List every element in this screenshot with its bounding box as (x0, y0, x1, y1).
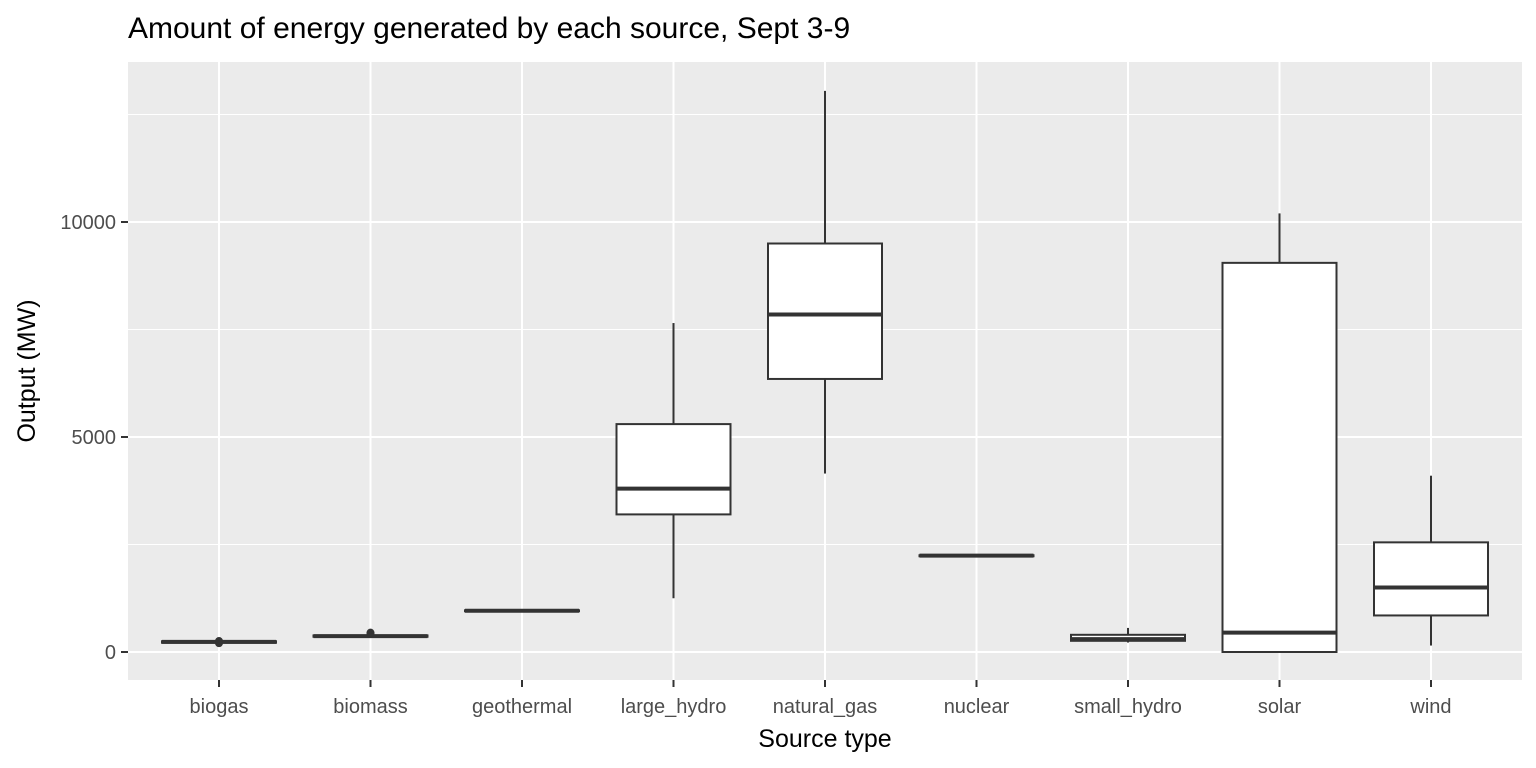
x-tick-label: nuclear (944, 696, 1010, 718)
box-iqr (1373, 541, 1489, 617)
box-iqr (1221, 261, 1338, 653)
chart-title: Amount of energy generated by each sourc… (128, 12, 851, 45)
box-iqr (767, 242, 883, 380)
x-tick-label: geothermal (472, 696, 572, 718)
y-tick-label: 5000 (72, 427, 117, 449)
y-tick-label: 10000 (60, 212, 116, 234)
x-tick-label: wind (1409, 696, 1451, 718)
box-nuclear (918, 553, 1035, 558)
x-axis: biogas biomass geothermal large_hydro natura… (190, 680, 1452, 718)
outlier-point (215, 637, 223, 646)
box-small_hydro (1070, 627, 1186, 643)
box-wind (1373, 475, 1489, 646)
x-tick-label: natural_gas (773, 696, 878, 718)
box-biomass (312, 628, 429, 639)
box-solar (1221, 213, 1338, 653)
box-large_hydro (615, 323, 732, 599)
x-tick-label: small_hydro (1074, 696, 1182, 718)
x-tick-label: biomass (333, 696, 407, 718)
x-tick-label: biogas (190, 696, 249, 718)
outlier-point (366, 628, 375, 637)
box-geothermal (464, 608, 580, 613)
box-iqr (615, 423, 732, 516)
y-axis: 0 5000 10000 (60, 212, 128, 664)
y-tick-label: 0 (105, 642, 116, 664)
box-biogas (161, 637, 277, 648)
box-natural_gas (767, 90, 883, 474)
boxes (161, 90, 1489, 653)
x-axis-title: Source type (758, 725, 891, 753)
x-tick-label: solar (1258, 696, 1302, 718)
x-tick-label: large_hydro (621, 696, 727, 718)
y-axis-title: Output (MW) (13, 299, 41, 442)
